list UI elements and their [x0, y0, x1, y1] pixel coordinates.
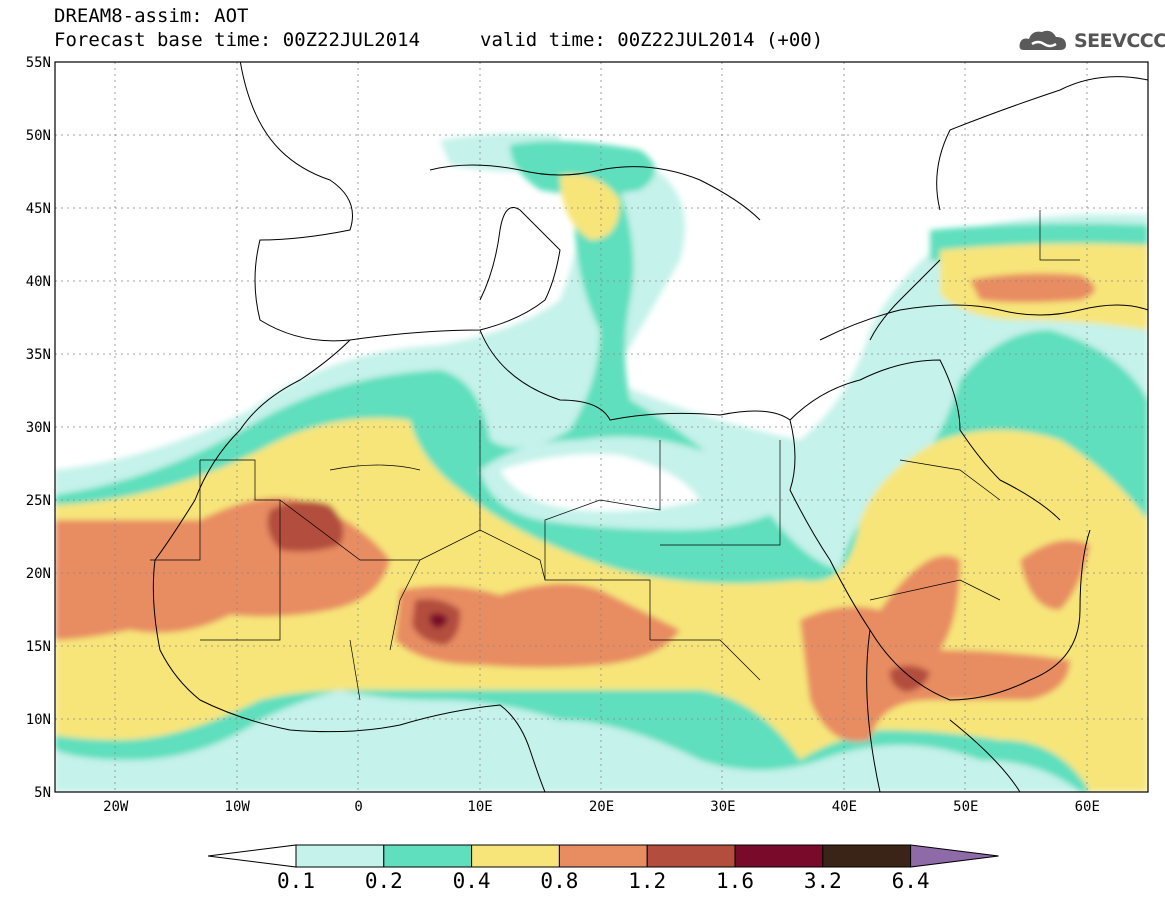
logo-text: SEEVCCC	[1074, 30, 1165, 52]
aot-contour-0.4	[560, 174, 620, 240]
colorbar-label: 0.1	[277, 869, 315, 893]
aot-contour-0.8	[395, 583, 680, 668]
valid-time: valid time: 00Z22JUL2014 (+00)	[480, 29, 824, 51]
colorbar-label: 0.2	[365, 869, 403, 893]
aot-contour-0.2	[510, 141, 655, 195]
colorbar-label: 6.4	[892, 869, 930, 893]
aot-contour-0.8	[970, 273, 1095, 303]
latitude-label: 50N	[26, 128, 51, 144]
colorbar-label: 1.2	[628, 869, 666, 893]
aot-contour-0.8	[800, 555, 1070, 742]
longitude-label: 20E	[589, 799, 614, 815]
latitude-label: 20N	[26, 566, 51, 582]
latitude-label: 10N	[26, 712, 51, 728]
colorbar-swatch	[558, 844, 648, 868]
latitude-label: 30N	[26, 420, 51, 436]
aot-contour-1.2	[267, 501, 344, 552]
colorbar: 0.1 0.2 0.4 0.8 1.2 1.6 3.2 6.4	[207, 844, 999, 893]
latitude-labels: 55N 50N 45N 40N 35N 30N 25N 20N 15N 10N 5N	[26, 55, 51, 801]
longitude-label: 20W	[103, 799, 129, 815]
latitude-label: 5N	[34, 785, 51, 801]
longitude-label: 10W	[225, 799, 251, 815]
coastlines	[152, 62, 1148, 792]
cloud-icon	[1019, 30, 1066, 50]
latitude-label: 25N	[26, 493, 51, 509]
forecast-base-time: Forecast base time: 00Z22JUL2014	[54, 29, 421, 51]
longitude-label: 60E	[1075, 799, 1100, 815]
longitude-labels: 20W 10W 0 10E 20E 30E 40E 50E 60E	[103, 799, 1100, 815]
longitude-label: 10E	[467, 799, 492, 815]
colorbar-swatch	[471, 844, 560, 868]
colorbar-swatch	[646, 844, 736, 868]
longitude-label: 0	[354, 799, 362, 815]
longitude-label: 40E	[832, 799, 857, 815]
aot-contour-1.2	[889, 665, 930, 692]
aot-contour-1.6	[429, 613, 448, 628]
colorbar-label: 0.8	[540, 869, 578, 893]
latitude-label: 35N	[26, 347, 51, 363]
aot-field	[55, 62, 1148, 792]
latitude-label: 15N	[26, 639, 51, 655]
colorbar-label: 1.6	[716, 869, 754, 893]
country-borders	[150, 210, 1080, 701]
colorbar-swatch	[383, 844, 473, 868]
longitude-label: 50E	[953, 799, 978, 815]
latitude-label: 40N	[26, 274, 51, 290]
map-title: DREAM8-assim: AOT	[54, 5, 249, 27]
colorbar-label: 3.2	[804, 869, 842, 893]
latitude-label: 45N	[26, 201, 51, 217]
plot-frame	[54, 61, 1149, 793]
longitude-label: 30E	[710, 799, 735, 815]
colorbar-arrow-high	[910, 844, 999, 868]
colorbar-swatch	[822, 844, 912, 868]
colorbar-swatch	[295, 844, 385, 868]
colorbar-arrow-low	[207, 844, 297, 868]
colorbar-swatch	[734, 844, 824, 868]
colorbar-label: 0.4	[453, 869, 491, 893]
aot-contour-0.8	[1020, 540, 1090, 610]
latitude-label: 55N	[26, 55, 51, 71]
